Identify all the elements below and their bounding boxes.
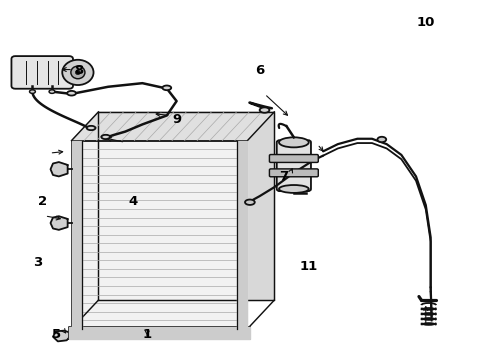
Text: 4: 4 (128, 195, 137, 208)
Text: 10: 10 (416, 16, 435, 29)
FancyBboxPatch shape (277, 140, 311, 191)
Text: 6: 6 (255, 64, 264, 77)
Ellipse shape (87, 126, 96, 130)
FancyBboxPatch shape (270, 169, 318, 177)
Polygon shape (53, 330, 72, 341)
Ellipse shape (101, 135, 110, 139)
FancyBboxPatch shape (11, 56, 73, 89)
Ellipse shape (62, 60, 94, 85)
FancyBboxPatch shape (270, 154, 318, 162)
Ellipse shape (75, 70, 80, 75)
Polygon shape (69, 327, 250, 339)
Ellipse shape (245, 199, 255, 205)
Text: 5: 5 (52, 328, 61, 341)
Text: 9: 9 (172, 113, 181, 126)
Text: 1: 1 (143, 328, 152, 341)
Polygon shape (98, 112, 274, 300)
Text: 11: 11 (299, 260, 318, 273)
Polygon shape (72, 140, 82, 329)
Ellipse shape (279, 137, 309, 147)
Ellipse shape (49, 90, 55, 93)
Ellipse shape (67, 91, 76, 95)
Polygon shape (50, 162, 68, 176)
Ellipse shape (71, 66, 85, 79)
Polygon shape (72, 112, 274, 140)
Text: 2: 2 (38, 195, 47, 208)
Text: 3: 3 (33, 256, 42, 269)
Text: 8: 8 (74, 64, 83, 77)
Ellipse shape (279, 185, 309, 193)
Ellipse shape (29, 90, 35, 93)
Polygon shape (50, 216, 68, 230)
Ellipse shape (260, 107, 270, 113)
Polygon shape (72, 140, 247, 329)
Polygon shape (237, 140, 247, 329)
Ellipse shape (377, 137, 386, 142)
Ellipse shape (162, 86, 171, 90)
Text: 7: 7 (279, 170, 289, 183)
